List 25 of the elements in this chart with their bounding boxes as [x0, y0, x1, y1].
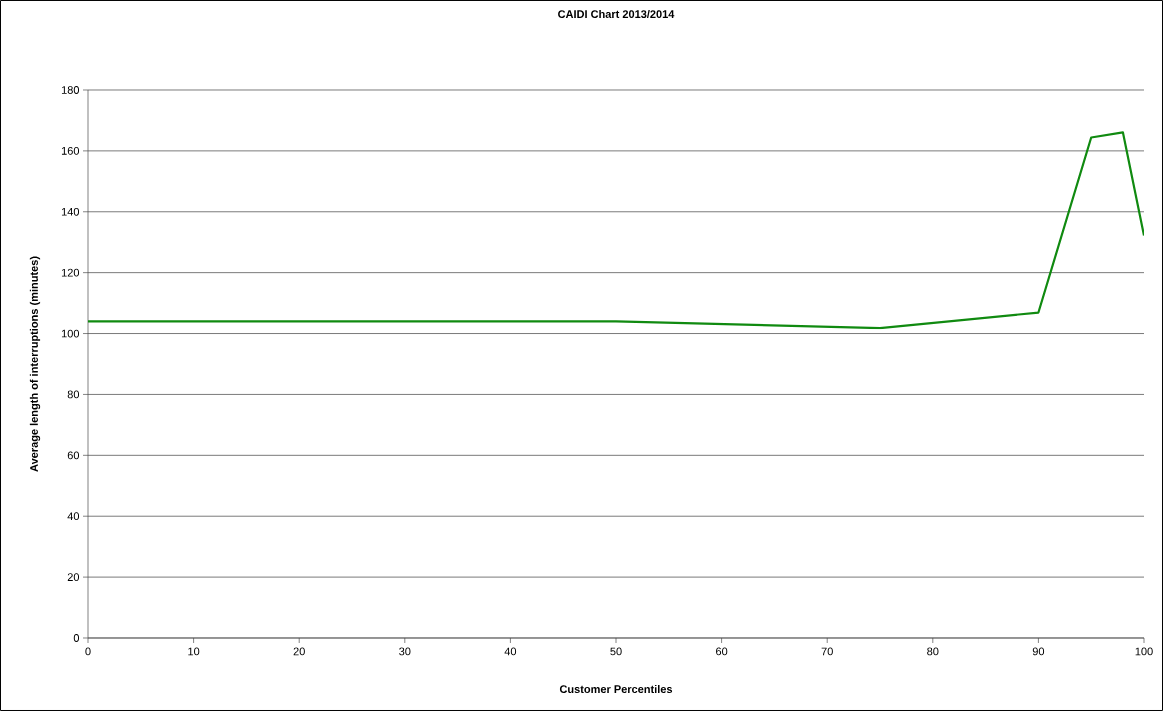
y-tick-label: 0: [73, 634, 80, 642]
y-tick-label: 20: [67, 573, 80, 581]
x-tick-label: 70: [821, 647, 833, 656]
y-tick-label: 100: [61, 329, 80, 338]
y-tick-label: 80: [67, 390, 80, 399]
x-tick-label: 40: [504, 647, 517, 656]
chart-title: CAIDI Chart 2013/2014: [558, 9, 675, 19]
y-tick-label: 160: [61, 147, 80, 155]
x-axis-title: Customer Percentiles: [559, 684, 673, 694]
y-tick-label: 180: [61, 86, 80, 94]
x-tick-label: 60: [716, 647, 728, 656]
line-series: [88, 131, 1144, 330]
x-tick-label: 30: [399, 647, 411, 656]
x-tick-label: 50: [610, 647, 622, 656]
x-tick-label: 10: [188, 647, 200, 656]
x-tick-label: 100: [1135, 647, 1153, 656]
x-tick-label: 20: [293, 647, 305, 656]
x-tick-label: 80: [927, 647, 939, 656]
y-axis-title: Average length of interruptions (minutes): [29, 256, 41, 472]
x-tick-label: 90: [1032, 647, 1045, 656]
x-tick-label: 0: [85, 647, 91, 656]
y-tick-label: 120: [61, 268, 80, 277]
y-tick-label: 140: [61, 207, 80, 216]
y-tick-label: 60: [67, 451, 80, 460]
y-tick-label: 40: [67, 512, 80, 521]
